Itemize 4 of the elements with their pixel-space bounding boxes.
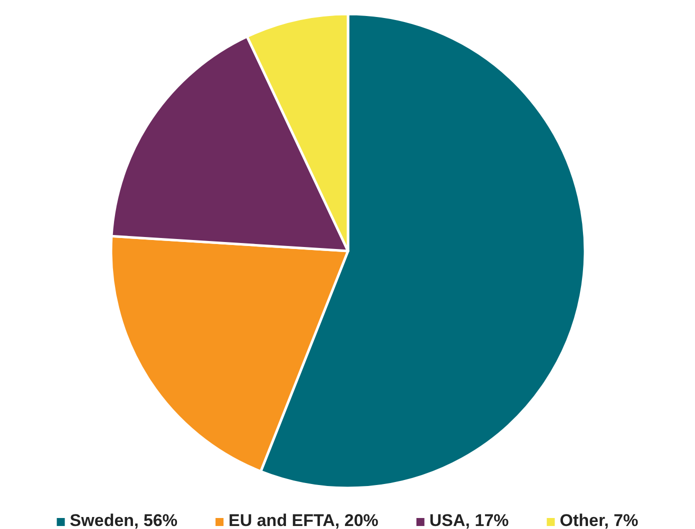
legend-label: Sweden, 56%: [70, 511, 178, 529]
legend-label: EU and EFTA, 20%: [228, 511, 378, 529]
legend-label: USA, 17%: [429, 511, 509, 529]
legend-label: Other, 7%: [560, 511, 638, 529]
